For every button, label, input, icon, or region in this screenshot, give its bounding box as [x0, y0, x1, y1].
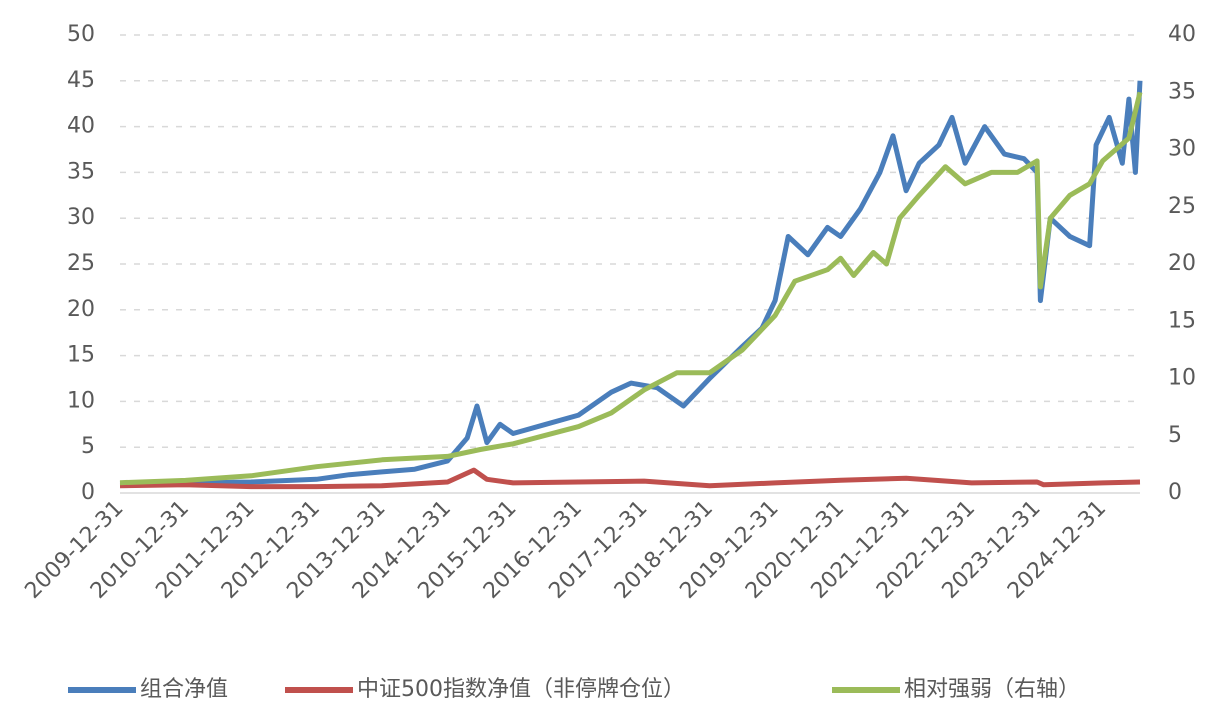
y-tick-label: 35	[67, 159, 95, 184]
y-tick-label: 45	[67, 68, 95, 93]
y2-tick-label: 5	[1168, 423, 1182, 448]
y2-tick-label: 10	[1168, 366, 1196, 391]
y2-tick-label: 30	[1168, 137, 1196, 162]
legend-label: 组合净值	[140, 677, 228, 702]
y-tick-label: 30	[67, 205, 95, 230]
y-tick-label: 40	[67, 114, 95, 139]
y2-tick-label: 35	[1168, 79, 1196, 104]
y-tick-label: 25	[67, 251, 95, 276]
series-line	[119, 91, 1143, 486]
y2-tick-label: 15	[1168, 308, 1196, 333]
y-tick-label: 10	[67, 388, 95, 413]
y2-tick-label: 0	[1168, 480, 1182, 505]
series-line	[119, 80, 1143, 487]
legend-label: 中证500指数净值（非停牌仓位）	[357, 677, 685, 702]
y-tick-label: 0	[81, 480, 95, 505]
legend-label: 相对强弱（右轴）	[904, 677, 1080, 702]
y-tick-label: 20	[67, 297, 95, 322]
series-line	[119, 467, 1141, 490]
y2-tick-label: 25	[1168, 194, 1196, 219]
y-tick-label: 5	[81, 434, 95, 459]
y-tick-label: 15	[67, 343, 95, 368]
y2-tick-label: 20	[1168, 251, 1196, 276]
y-tick-label: 50	[67, 22, 95, 47]
y2-tick-label: 40	[1168, 22, 1196, 47]
